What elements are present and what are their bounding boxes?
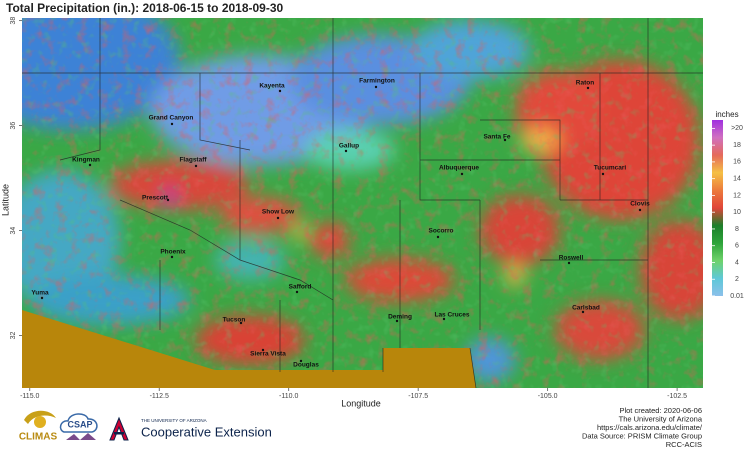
city-label: Gallup — [339, 143, 359, 150]
x-tick-label: -102.5 — [667, 393, 687, 400]
city-label: Phoenix — [160, 249, 186, 256]
city-label: Grand Canyon — [149, 115, 194, 122]
credit-line: The University of Arizona — [619, 414, 703, 423]
y-tick-label: 38 — [10, 17, 17, 25]
x-tick-label: -115.0 — [20, 393, 39, 400]
city-label: Santa Fe — [483, 134, 510, 141]
legend-tick-label: 6 — [735, 243, 739, 250]
legend-tick-label: >20 — [731, 125, 743, 132]
city-label: Albuquerque — [439, 165, 479, 172]
x-tick-label: -110.0 — [279, 393, 298, 400]
city-label: Kayenta — [259, 83, 285, 90]
university-name: THE UNIVERSITY OF ARIZONA — [141, 418, 207, 423]
city-label: Safford — [289, 284, 312, 291]
title: Total Precipitation (in.): 2018-06-15 to… — [6, 1, 284, 15]
legend-tick-label: 18 — [733, 142, 741, 149]
climas-logo: CLIMAS — [19, 432, 58, 443]
city-label: Socorro — [429, 228, 454, 235]
city-label: Farmington — [359, 78, 395, 85]
x-tick-label: -107.5 — [408, 393, 428, 400]
legend-tick-label: 8 — [735, 226, 739, 233]
city-label: Prescott — [142, 195, 169, 202]
credit-line: Plot created: 2020-06-06 — [619, 406, 702, 415]
city-label: Deming — [388, 314, 412, 321]
csap-logo: CSAP — [67, 419, 92, 429]
city-label: Flagstaff — [179, 157, 207, 164]
logos: CLIMAS CSAP THE UNIVERSITY OF ARIZONA Co… — [19, 410, 272, 443]
legend-tick-label: 2 — [735, 276, 739, 283]
y-tick-label: 34 — [10, 227, 17, 235]
city-labels: Farmington Kayenta Raton Grand Canyon Sa… — [31, 78, 650, 369]
city-dots — [40, 85, 642, 363]
x-tick-label: -112.5 — [150, 393, 169, 400]
city-label: Kingman — [72, 157, 100, 164]
legend-tick-label: 14 — [733, 176, 741, 183]
extension-name: Cooperative Extension — [141, 424, 272, 439]
city-label: Show Low — [262, 209, 295, 216]
legend-title: inches — [715, 110, 738, 119]
city-label: Sierra Vista — [250, 351, 286, 358]
legend-tick-label: 16 — [733, 159, 741, 166]
y-tick-label: 32 — [10, 332, 17, 340]
legend-tick-label: 4 — [735, 259, 739, 266]
credit-line: Data Source: PRISM Climate Group — [582, 431, 702, 440]
legend-tick-label: 10 — [733, 209, 741, 216]
city-label: Douglas — [293, 362, 319, 369]
city-label: Carlsbad — [572, 305, 600, 312]
y-tick-label: 36 — [10, 122, 17, 130]
legend-tick-label: 12 — [733, 192, 741, 199]
precip-map — [22, 18, 703, 388]
city-label: Tucumcari — [594, 165, 627, 172]
city-label: Las Cruces — [434, 312, 469, 319]
x-axis-title: Longitude — [341, 398, 381, 408]
city-label: Tucson — [223, 317, 246, 324]
x-tick-label: -105.0 — [538, 393, 558, 400]
legend-colorbar — [712, 120, 723, 296]
legend-tick-label: 0.01 — [730, 293, 744, 300]
y-axis-title: Latitude — [0, 184, 10, 216]
credit-line: RCC-ACIS — [666, 440, 702, 449]
credit-line: https://cals.arizona.edu/climate/ — [597, 423, 703, 432]
city-label: Yuma — [31, 290, 49, 297]
city-label: Raton — [576, 80, 594, 87]
city-label: Clovis — [630, 201, 650, 208]
city-label: Roswell — [559, 255, 584, 262]
